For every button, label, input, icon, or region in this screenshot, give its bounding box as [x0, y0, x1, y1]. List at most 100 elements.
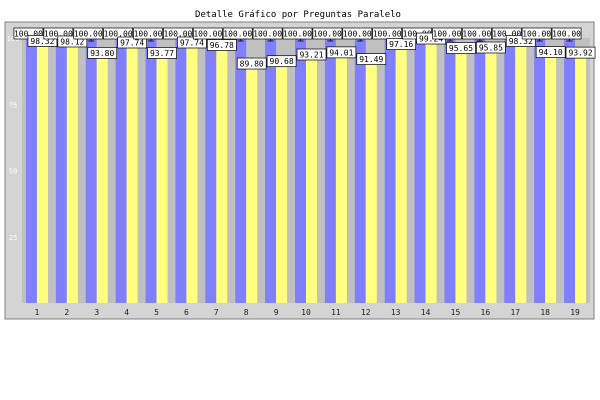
data-label: 100.00	[74, 30, 103, 39]
data-label-box	[296, 48, 327, 61]
data-label: 100.00	[283, 30, 312, 39]
x-tick-label: 10	[301, 308, 311, 317]
bar	[246, 65, 258, 303]
bar	[395, 45, 407, 303]
bar	[474, 38, 486, 303]
data-label-box	[386, 38, 417, 50]
bar	[276, 62, 288, 303]
data-label: 100.00	[253, 30, 282, 39]
y-axis: 25 50 75 100	[7, 35, 20, 242]
data-labels: 100.0098.32100.0098.12100.0093.80100.009…	[13, 27, 596, 70]
data-label-box	[356, 53, 387, 65]
x-tick-label: 6	[184, 308, 189, 317]
x-tick-label: 11	[331, 308, 341, 317]
y-tick-label: 100	[7, 35, 20, 43]
data-label-box	[117, 36, 147, 49]
data-label: 91.49	[359, 55, 383, 64]
bar	[295, 38, 306, 303]
data-label-box	[505, 35, 536, 47]
data-label-box	[57, 35, 88, 48]
data-label: 100.00	[14, 30, 43, 39]
bar	[515, 42, 527, 304]
x-tick-label: 13	[391, 308, 401, 317]
bar	[384, 38, 396, 303]
data-label: 97.74	[120, 38, 144, 47]
y-tick-label: 25	[9, 234, 17, 242]
x-tick-label: 19	[570, 308, 580, 317]
data-label: 100.00	[373, 30, 402, 39]
data-label: 93.77	[150, 49, 174, 58]
data-label: 93.21	[299, 50, 323, 59]
bar	[444, 38, 456, 303]
bar	[235, 38, 247, 303]
x-tick-label: 18	[540, 308, 550, 317]
data-label-box	[551, 27, 582, 40]
data-label: 100.00	[492, 30, 521, 39]
bar	[85, 38, 97, 303]
bar	[455, 49, 467, 304]
data-label: 94.01	[329, 48, 353, 57]
data-label: 100.00	[433, 30, 462, 39]
x-axis: 1 2 3 4 5 6 7 8 9 10 11 12 13 14 15 16 17 18 19	[35, 308, 581, 317]
bar	[205, 38, 217, 303]
y-tick-label: 50	[9, 168, 17, 176]
data-label: 100.00	[193, 30, 222, 39]
data-label-box	[535, 46, 566, 58]
bar	[504, 38, 516, 303]
bar	[186, 43, 198, 303]
x-tick-label: 9	[274, 308, 279, 317]
data-label-box	[177, 36, 207, 49]
data-label-box	[133, 27, 163, 40]
data-label-box	[565, 46, 596, 59]
data-label: 95.85	[479, 43, 503, 52]
x-tick-label: 16	[481, 308, 491, 317]
x-tick-label: 14	[421, 308, 431, 317]
bar	[575, 54, 587, 303]
bar	[66, 42, 78, 304]
bar	[365, 60, 377, 303]
data-label-box	[73, 27, 104, 40]
x-tick-label: 3	[94, 308, 99, 317]
data-label: 100.00	[552, 30, 581, 39]
data-label: 100.00	[134, 30, 163, 39]
data-label: 100.00	[522, 30, 551, 39]
data-label-box	[236, 57, 267, 70]
bar	[485, 48, 497, 304]
x-tick-label: 8	[244, 308, 249, 317]
bar	[175, 38, 187, 303]
data-label: 100.00	[223, 30, 252, 39]
data-label: 100.00	[343, 30, 372, 39]
bar	[306, 55, 317, 303]
bar	[354, 38, 366, 303]
data-label-box	[147, 47, 177, 59]
data-label-box	[326, 46, 357, 59]
x-tick-label: 7	[214, 308, 219, 317]
data-label-box	[476, 41, 506, 54]
bar	[115, 38, 127, 303]
data-label-box	[206, 39, 237, 51]
data-label-box	[192, 27, 223, 40]
bar	[414, 38, 426, 303]
data-label-box	[252, 27, 283, 40]
data-label-box	[222, 27, 253, 40]
bar	[25, 38, 37, 303]
data-label: 100.00	[163, 30, 192, 39]
data-label: 97.74	[180, 38, 204, 47]
bar	[36, 42, 48, 304]
data-label-box	[282, 27, 313, 40]
data-label-box	[342, 27, 373, 40]
x-tick-label: 17	[510, 308, 520, 317]
bars	[25, 34, 587, 304]
data-label: 89.80	[240, 60, 264, 69]
data-label: 96.78	[210, 41, 234, 50]
data-label: 100.00	[462, 30, 491, 39]
x-tick-label: 4	[124, 308, 129, 317]
data-label: 95.65	[449, 44, 473, 53]
y-tick-label: 75	[9, 101, 17, 109]
data-label-box	[446, 42, 476, 54]
data-label: 90.68	[270, 57, 294, 66]
bar	[564, 38, 576, 303]
data-label: 93.92	[569, 49, 593, 58]
bar	[335, 53, 347, 303]
